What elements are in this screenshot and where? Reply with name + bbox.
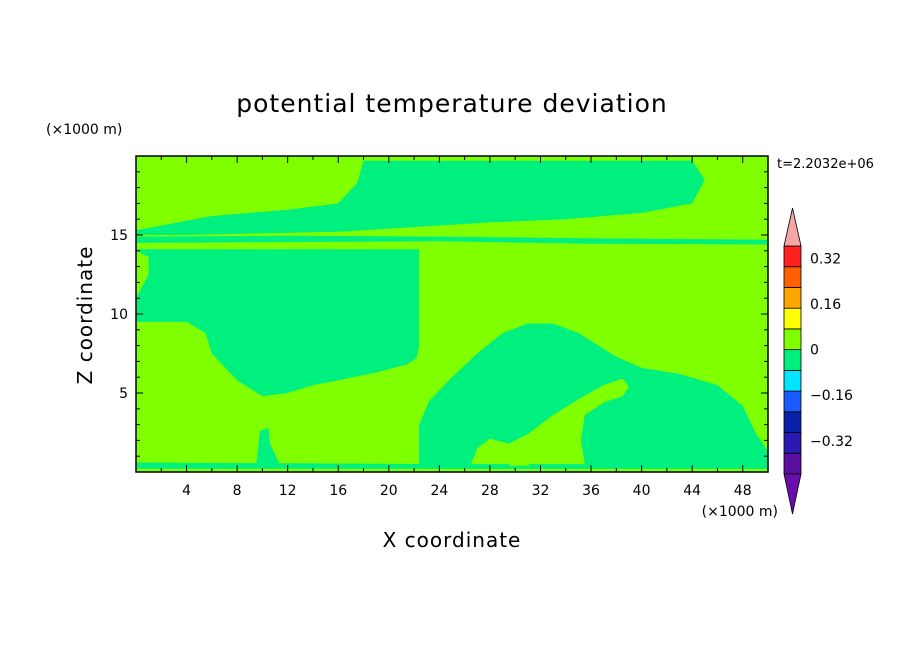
contour-island [471,378,629,465]
contour-regions [136,160,768,469]
colorbar-tick-label: −0.32 [810,434,853,450]
contour-region [136,235,768,245]
y-axis-label: Z coordinate [73,246,97,385]
x-tick-label: 48 [734,483,752,499]
contour-region [136,462,768,469]
y-tick-label: 10 [110,307,128,323]
x-tick-label: 20 [380,483,398,499]
x-axis-ticks: 4 8 12 16 20 24 28 32 36 40 44 48 [160,156,752,499]
contour-region [136,160,705,235]
colorbar-tick-label: −0.16 [810,388,853,404]
y-tick-label: 15 [110,228,128,244]
x-tick-label: 44 [683,483,701,499]
x-tick-label: 4 [182,483,191,499]
colorbar-under-arrow [783,473,802,515]
x-tick-label: 36 [582,483,600,499]
x-tick-label: 32 [532,483,550,499]
colorbar-tick-label: 0 [810,343,819,359]
chart-title: potential temperature deviation [236,89,667,118]
x-tick-label: 28 [481,483,499,499]
colorbar-tick-label: 0.16 [810,297,841,313]
colorbar-segment [783,328,802,351]
x-tick-label: 16 [329,483,347,499]
time-label: t=2.2032e+06 [777,157,874,172]
x-axis-label: X coordinate [383,528,522,552]
colorbar-segment [783,287,802,309]
colorbar-segment [783,245,802,268]
contour-region [136,249,420,397]
colorbar-segment [783,452,802,475]
x-tick-label: 8 [233,483,242,499]
colorbar-segment [783,432,802,454]
x-tick-label: 24 [430,483,448,499]
contour-region [256,427,282,468]
colorbar-segment [783,307,802,330]
colorbar-over-arrow [783,207,802,247]
colorbar: 0.32 0.16 0 −0.16 −0.32 [783,207,853,515]
y-axis-ticks: 5 10 15 [110,171,768,457]
colorbar-tick-label: 0.32 [810,251,841,267]
colorbar-segment [783,266,802,288]
colorbar-segment [783,369,802,392]
y-tick-label: 5 [119,386,128,402]
x-axis-unit: (×1000 m) [702,504,778,520]
colorbar-segment [783,390,802,413]
contour-island [508,456,531,466]
x-tick-label: 40 [633,483,651,499]
colorbar-segment [783,349,802,371]
colorbar-segment [783,411,802,433]
y-axis-unit: (×1000 m) [46,122,122,138]
x-tick-label: 12 [279,483,297,499]
